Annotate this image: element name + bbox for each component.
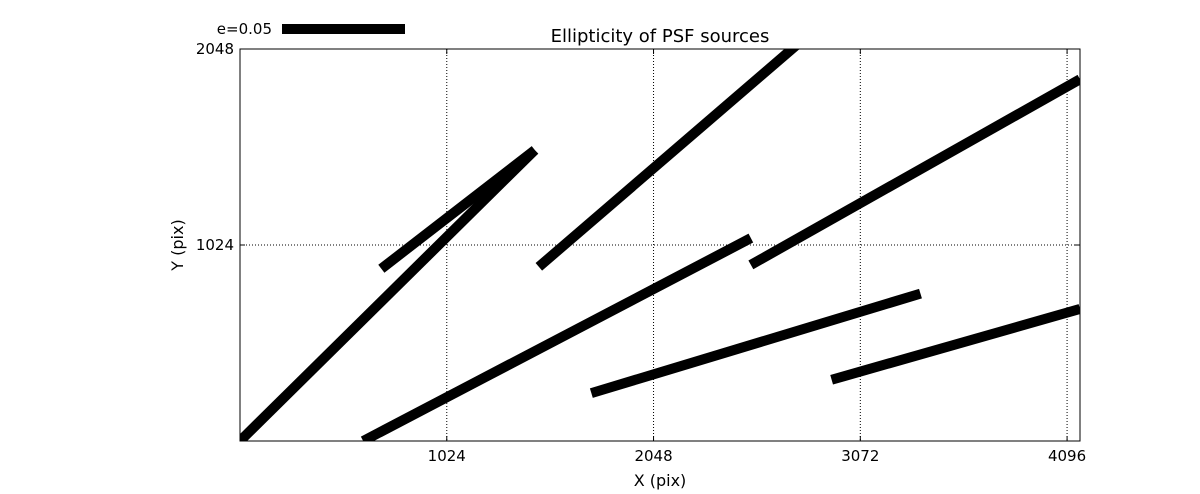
y-tick-label: 2048 bbox=[196, 40, 234, 58]
psf-ellipticity-stick-1 bbox=[240, 146, 539, 441]
x-tick-label: 2048 bbox=[634, 447, 672, 465]
grid bbox=[240, 48, 1080, 441]
psf-ellipticity-stick-4 bbox=[360, 233, 754, 441]
psf-ellipticity-stick-3 bbox=[535, 49, 800, 271]
psf-ellipticity-stick-7 bbox=[830, 304, 1080, 385]
x-axis-label: X (pix) bbox=[634, 471, 687, 490]
psf-ellipticity-stick-6 bbox=[589, 288, 922, 398]
ticks: 1024 2048 3072 4096 1024 2048 bbox=[196, 40, 1086, 465]
y-tick-label: 1024 bbox=[196, 236, 234, 254]
psf-ellipticity-stick-2 bbox=[378, 146, 538, 273]
psf-ellipticity-stick-5 bbox=[748, 74, 1080, 270]
chart-title: Ellipticity of PSF sources bbox=[551, 26, 770, 47]
x-tick-label: 1024 bbox=[428, 447, 466, 465]
y-axis-label: Y (pix) bbox=[168, 219, 187, 271]
legend-label: e=0.05 bbox=[217, 20, 272, 38]
x-tick-label: 4096 bbox=[1048, 447, 1086, 465]
series-group bbox=[240, 49, 1080, 441]
x-tick-label: 3072 bbox=[841, 447, 879, 465]
legend: e=0.05 bbox=[217, 20, 405, 38]
